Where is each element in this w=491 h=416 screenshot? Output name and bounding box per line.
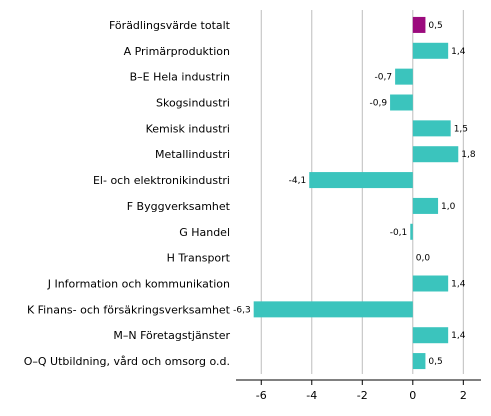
category-label-3: Skogsindustri — [156, 97, 230, 110]
data-label-12: 1,4 — [451, 331, 466, 341]
bar-2 — [395, 68, 413, 85]
category-label-10: J Information och kommunikation — [47, 278, 230, 291]
x-tick-label--6: -6 — [256, 389, 267, 402]
bar-6 — [309, 172, 413, 189]
data-label-7: 1,0 — [441, 202, 456, 212]
bar-8 — [410, 223, 413, 240]
category-labels: Förädlingsvärde totalt A Primärproduktion… — [24, 19, 231, 368]
gridlines — [260, 10, 464, 374]
category-label-9: H Transport — [167, 252, 231, 265]
bar-3 — [390, 94, 413, 111]
data-label-5: 1,8 — [461, 150, 476, 160]
data-label-0: 0,5 — [428, 21, 442, 31]
category-label-13: O–Q Utbildning, vård och omsorg o.d. — [24, 355, 230, 368]
x-tick-label--4: -4 — [306, 389, 317, 402]
bars — [253, 16, 459, 370]
data-labels: 0,5 1,4 -0,7 -0,9 1,5 1,8 -4,1 1,0 -0,1 0,0 1,4 -6,… — [233, 21, 476, 367]
bar-1 — [412, 42, 449, 59]
data-label-3: -0,9 — [370, 99, 388, 109]
category-label-5: Metallindustri — [155, 148, 230, 161]
category-label-6: El- och elektronikindustri — [93, 174, 230, 187]
category-label-0: Förädlingsvärde totalt — [109, 19, 231, 32]
bar-13 — [412, 353, 426, 370]
data-label-8: -0,1 — [390, 228, 408, 238]
x-tick-label-2: 2 — [460, 389, 467, 402]
category-label-4: Kemisk industri — [146, 122, 230, 135]
data-label-11: -6,3 — [233, 305, 251, 315]
bar-5 — [412, 146, 459, 163]
data-label-13: 0,5 — [428, 357, 442, 367]
bar-4 — [412, 120, 451, 137]
x-axis: -6 -4 -2 0 2 — [236, 379, 481, 402]
bar-12 — [412, 327, 449, 344]
bar-11 — [253, 301, 413, 318]
data-label-1: 1,4 — [451, 47, 466, 57]
category-label-2: B–E Hela industrin — [130, 71, 230, 84]
data-label-6: -4,1 — [289, 176, 307, 186]
x-tick-label--2: -2 — [357, 389, 368, 402]
category-label-12: M–N Företagstjänster — [113, 329, 230, 342]
bar-10 — [412, 275, 449, 292]
data-label-4: 1,5 — [454, 124, 468, 134]
category-label-11: K Finans- och försäkringsverksamhet — [27, 303, 231, 316]
x-tick-label-0: 0 — [409, 389, 416, 402]
category-label-8: G Handel — [179, 226, 230, 239]
category-label-1: A Primärproduktion — [124, 45, 230, 58]
data-label-10: 1,4 — [451, 280, 466, 290]
category-label-7: F Byggverksamhet — [127, 200, 231, 213]
bar-0 — [412, 16, 426, 33]
data-label-2: -0,7 — [375, 73, 393, 83]
bar-7 — [412, 197, 439, 214]
data-label-9: 0,0 — [416, 254, 431, 264]
